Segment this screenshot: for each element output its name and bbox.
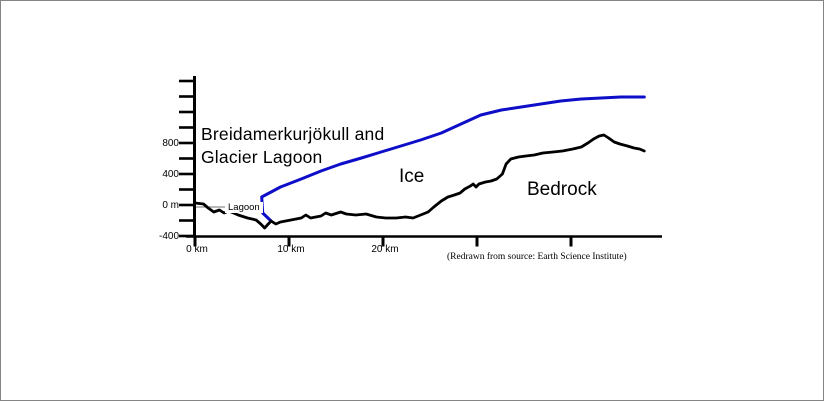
figure-title-line1: Breidamerkurjökull and <box>201 124 385 144</box>
bedrock-line <box>193 133 646 230</box>
y-tick-label: -400 <box>158 230 179 242</box>
figure-title: Breidamerkurjökull and Glacier Lagoon <box>201 123 384 169</box>
source-caption: (Redrawn from source: Earth Science Inst… <box>447 252 627 262</box>
lagoon-label: Lagoon <box>225 202 263 213</box>
x-tick-label: 10 km <box>277 244 305 255</box>
figure-title-line2: Glacier Lagoon <box>201 147 323 167</box>
y-tick-label: 0 m <box>162 199 179 211</box>
ice-label: Ice <box>399 166 425 187</box>
y-tick-label: 400 <box>162 168 179 180</box>
x-tick-label: 0 km <box>186 244 208 255</box>
bedrock-label: Bedrock <box>527 179 597 200</box>
ice-surface-line <box>260 95 646 223</box>
x-tick-label: 20 km <box>371 244 399 255</box>
y-tick-label: 800 <box>162 137 179 149</box>
